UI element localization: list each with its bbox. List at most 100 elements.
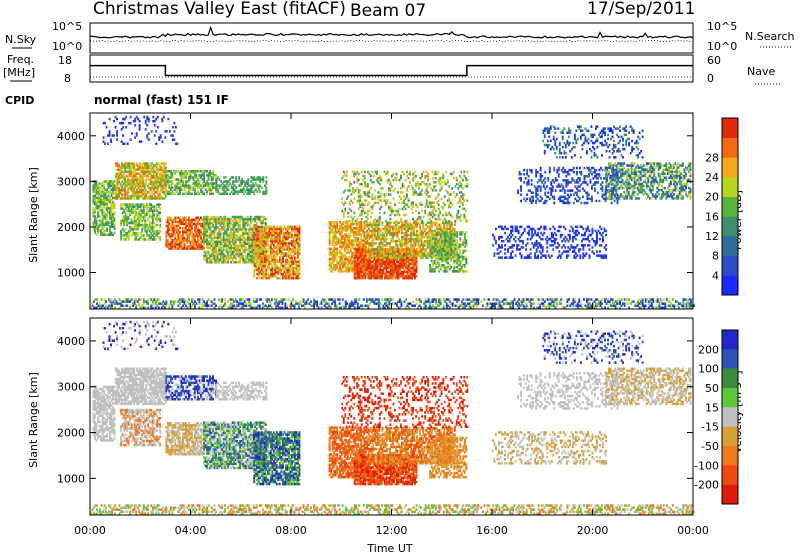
power-cell (159, 230, 161, 233)
power-cell (374, 189, 376, 192)
power-cell (361, 218, 363, 221)
power-cell (265, 218, 267, 221)
power-cell (370, 187, 372, 190)
cpid-mode: normal (fast) 151 IF (94, 93, 229, 107)
power-cell (159, 207, 161, 210)
power-cell (380, 177, 382, 180)
power-cell (265, 222, 267, 225)
power-cell (239, 224, 241, 227)
power-cell (242, 255, 244, 257)
power-cell (265, 186, 267, 189)
power-cell (370, 175, 372, 178)
power-cell (114, 232, 116, 235)
power-cell (190, 184, 192, 187)
power-cell (159, 212, 161, 215)
power-cell (346, 220, 348, 223)
power-cell (367, 214, 369, 217)
power-cell (212, 170, 214, 173)
frequency-panel: Freq. [MHz] 18 8 60 0 Nave (3, 53, 780, 85)
power-cell (99, 215, 101, 218)
power-data-cells (90, 116, 695, 309)
power-cell (344, 189, 346, 192)
power-cell (265, 176, 267, 179)
power-cell (165, 162, 167, 165)
power-cell (454, 252, 456, 255)
power-cell (144, 220, 146, 223)
power-cell (279, 277, 281, 280)
power-cell (159, 224, 161, 227)
power-cell (375, 256, 377, 259)
power-cell (114, 211, 116, 214)
power-cell (358, 173, 360, 176)
power-cell (350, 183, 352, 186)
power-cell (371, 212, 373, 215)
power-cell (350, 235, 352, 238)
noise-panel-frame (90, 23, 693, 53)
power-cell (153, 214, 155, 217)
power-cell (371, 193, 373, 196)
power-cell (114, 203, 116, 206)
power-cell (364, 171, 366, 174)
power-cell (352, 202, 354, 205)
power-cell (379, 183, 381, 186)
power-cell (156, 224, 158, 227)
power-cell (215, 174, 217, 177)
power-cell (451, 222, 453, 225)
power-cell (380, 199, 382, 202)
power-cell (371, 171, 373, 174)
power-cell (336, 221, 338, 224)
power-cell (368, 202, 370, 205)
power-cell (374, 195, 376, 198)
power-cell (212, 193, 214, 196)
power-cell (171, 180, 173, 183)
power-cell (387, 199, 389, 202)
nsearch-label: N.Search (745, 30, 795, 43)
power-cell (349, 189, 351, 192)
nsky-label: N.Sky (5, 33, 37, 46)
power-cell (235, 186, 237, 189)
power-cell (361, 195, 363, 198)
power-cell (342, 221, 344, 224)
power-cell (367, 183, 369, 186)
nsearch-series-line (90, 40, 693, 41)
power-cell (155, 238, 157, 241)
power-cell (353, 216, 355, 219)
power-cell (382, 187, 384, 190)
power-cell (114, 217, 116, 220)
power-cell (143, 234, 145, 237)
power-cell (361, 183, 363, 186)
nave-label: Nave (747, 65, 775, 78)
power-cell (232, 176, 234, 179)
power-cell (385, 220, 387, 223)
power-cell (397, 244, 399, 247)
noise-panel: N.Sky 10^5 10^0 10^5 10^0 N.Search (5, 20, 795, 53)
power-cell (137, 232, 139, 235)
power-cell (364, 204, 366, 207)
noise-right-tick-bottom: 10^0 (707, 40, 737, 53)
power-cell (199, 180, 201, 183)
power-cell (247, 178, 249, 181)
power-cell (133, 162, 135, 165)
freq-left-tick-bottom: 8 (64, 72, 71, 85)
power-cell (344, 208, 346, 211)
power-cell (341, 197, 343, 200)
power-cell (259, 191, 261, 194)
power-cell (360, 221, 362, 224)
power-cell (346, 171, 348, 174)
cpid-label: CPID (5, 94, 34, 107)
power-cell (385, 193, 387, 196)
nsky-series-line (90, 28, 693, 38)
power-cell (235, 176, 237, 179)
power-cell (376, 171, 378, 174)
power-cell (375, 242, 377, 245)
power-cell (103, 184, 105, 187)
power-cell (265, 180, 267, 183)
power-cell (365, 199, 367, 202)
power-cell (159, 203, 161, 206)
power-cell (398, 222, 400, 225)
power-cell (379, 216, 381, 219)
power-cell (368, 210, 370, 213)
